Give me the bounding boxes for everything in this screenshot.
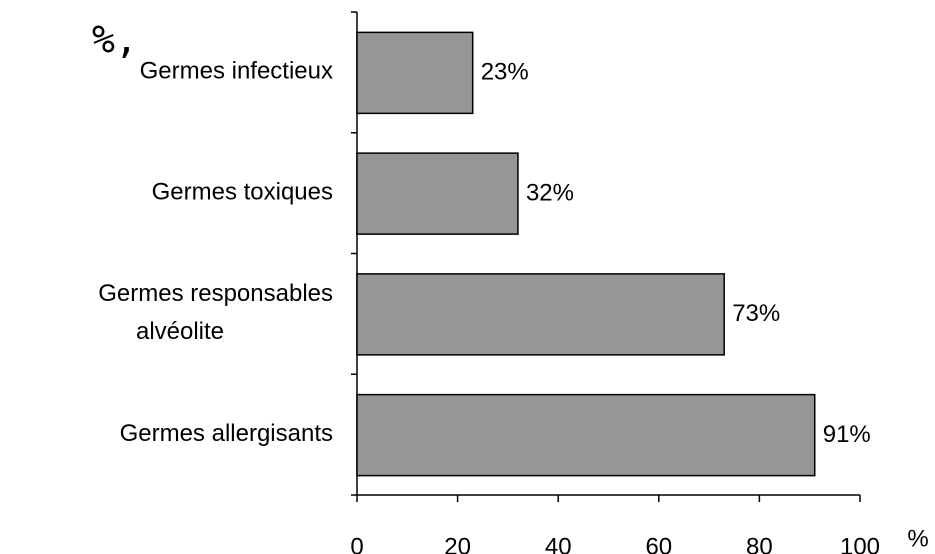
y-tick-label: Germes infectieux — [140, 58, 333, 85]
data-label: 32% — [526, 179, 574, 206]
bar — [356, 31, 474, 115]
cropped-text: %, — [92, 18, 138, 62]
x-tick-label: 100 — [840, 533, 880, 554]
y-tick-label: Germes allergisants — [120, 420, 333, 447]
bar — [356, 273, 725, 356]
x-tick-label: 60 — [645, 533, 672, 554]
x-tick-label: 40 — [545, 533, 572, 554]
data-label: 73% — [732, 300, 780, 327]
x-axis-label: % — [907, 525, 928, 552]
bar — [356, 152, 519, 235]
x-tick-label: 20 — [444, 533, 471, 554]
bar — [356, 393, 816, 477]
data-label: 23% — [481, 59, 529, 86]
y-tick-label: Germes responsables alvéolite — [98, 280, 333, 345]
data-label: 91% — [823, 421, 871, 448]
y-tick-label: Germes toxiques — [152, 178, 333, 205]
x-tick-label: 80 — [746, 533, 773, 554]
x-tick-label: 0 — [350, 533, 363, 554]
